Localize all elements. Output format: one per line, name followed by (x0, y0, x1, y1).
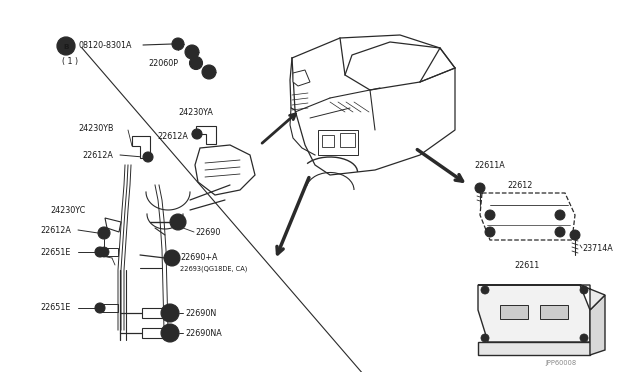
Circle shape (57, 37, 75, 55)
Text: 22693(QG18DE, CA): 22693(QG18DE, CA) (180, 266, 248, 272)
Circle shape (570, 230, 580, 240)
Text: JPP60008: JPP60008 (545, 360, 576, 366)
Text: 22060P: 22060P (148, 58, 178, 67)
Circle shape (475, 183, 485, 193)
Text: ( 1 ): ( 1 ) (62, 57, 78, 65)
Text: 23714A: 23714A (582, 244, 612, 253)
Text: 22651E: 22651E (40, 247, 70, 257)
Circle shape (99, 247, 109, 257)
Text: 22611: 22611 (515, 260, 540, 269)
Bar (100, 304, 118, 312)
Text: 24230YC: 24230YC (50, 205, 85, 215)
Circle shape (164, 250, 180, 266)
Circle shape (485, 210, 495, 220)
Bar (318, 130, 358, 155)
Circle shape (555, 210, 565, 220)
Circle shape (189, 57, 202, 70)
Circle shape (95, 303, 105, 313)
Text: 22690NA: 22690NA (185, 328, 221, 337)
Circle shape (185, 45, 199, 59)
Circle shape (170, 214, 186, 230)
Text: 22612A: 22612A (82, 151, 113, 160)
Text: 22690: 22690 (195, 228, 220, 237)
Text: 24230YB: 24230YB (78, 124, 113, 132)
Circle shape (481, 334, 489, 342)
Polygon shape (132, 136, 150, 158)
Circle shape (202, 65, 216, 79)
Text: 22612: 22612 (508, 180, 532, 189)
Circle shape (172, 38, 184, 50)
Polygon shape (480, 193, 575, 240)
Polygon shape (478, 285, 590, 342)
Circle shape (161, 304, 179, 322)
Bar (340, 133, 355, 147)
Text: 24230YA: 24230YA (178, 108, 213, 116)
Bar (142, 328, 164, 338)
Text: B: B (63, 44, 68, 49)
Circle shape (192, 129, 202, 139)
Bar (500, 305, 528, 319)
Polygon shape (196, 126, 216, 144)
Polygon shape (478, 342, 590, 355)
Bar (142, 308, 164, 318)
Circle shape (143, 152, 153, 162)
Polygon shape (478, 285, 605, 310)
Polygon shape (105, 218, 121, 232)
Circle shape (580, 286, 588, 294)
Text: 22612A: 22612A (157, 131, 188, 141)
Circle shape (481, 286, 489, 294)
Polygon shape (195, 145, 255, 195)
Bar (100, 248, 118, 256)
Text: 22611A: 22611A (474, 160, 505, 170)
Text: 08120-8301A: 08120-8301A (78, 41, 131, 49)
Text: 22690+A: 22690+A (180, 253, 218, 262)
Circle shape (580, 334, 588, 342)
Circle shape (161, 324, 179, 342)
Text: 22612A: 22612A (40, 225, 71, 234)
Circle shape (95, 247, 105, 257)
Circle shape (555, 227, 565, 237)
Text: 22651E: 22651E (40, 304, 70, 312)
Text: 22690N: 22690N (185, 308, 216, 317)
Bar (540, 305, 568, 319)
Polygon shape (590, 295, 605, 355)
Circle shape (193, 60, 199, 66)
Circle shape (98, 227, 110, 239)
Circle shape (485, 227, 495, 237)
Polygon shape (293, 70, 310, 86)
Bar (322, 135, 334, 147)
